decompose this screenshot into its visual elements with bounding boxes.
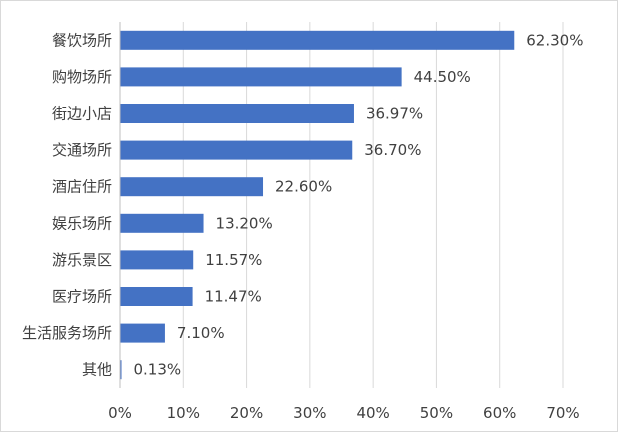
bar	[120, 177, 264, 197]
x-tick-label: 40%	[356, 404, 389, 422]
x-tick-label: 10%	[167, 404, 200, 422]
category-label: 其他	[82, 361, 112, 379]
value-label: 22.60%	[275, 178, 332, 196]
category-label: 酒店住所	[52, 178, 112, 196]
bar	[120, 104, 354, 123]
category-label: 医疗场所	[52, 288, 112, 306]
bar	[120, 287, 193, 306]
value-label: 44.50%	[414, 68, 471, 86]
category-label: 生活服务场所	[22, 324, 112, 342]
category-label: 游乐景区	[52, 251, 112, 269]
category-label: 餐饮场所	[52, 31, 112, 49]
bar	[120, 140, 353, 160]
bar	[120, 30, 515, 50]
bar	[120, 67, 402, 87]
bar	[120, 323, 165, 343]
value-label: 36.70%	[364, 141, 421, 159]
x-tick-label: 0%	[108, 404, 132, 422]
x-tick-label: 60%	[483, 404, 516, 422]
category-label: 娱乐场所	[52, 214, 112, 232]
value-label: 13.20%	[216, 214, 273, 232]
bar	[120, 360, 122, 380]
value-labels: 62.30% 44.50% 36.97% 36.70% 22.60%13.20% 11.5…	[134, 31, 584, 378]
x-tick-labels: 0% 10% 20% 30% 40% 50% 60% 70%	[108, 404, 580, 422]
value-label: 11.47%	[205, 288, 262, 306]
bar	[120, 213, 204, 233]
category-label: 街边小店	[52, 105, 112, 123]
bars	[120, 30, 515, 380]
category-label: 交通场所	[52, 141, 112, 159]
value-label: 7.10%	[177, 324, 225, 342]
value-label: 62.30%	[526, 31, 583, 49]
x-tick-label: 70%	[546, 404, 579, 422]
value-label: 0.13%	[134, 361, 182, 379]
bar	[120, 250, 194, 270]
value-label: 11.57%	[205, 251, 262, 269]
x-tick-label: 30%	[293, 404, 326, 422]
value-label: 36.97%	[366, 105, 423, 123]
x-tick-label: 50%	[420, 404, 453, 422]
x-tick-label: 20%	[230, 404, 263, 422]
category-label: 购物场所	[52, 68, 112, 86]
